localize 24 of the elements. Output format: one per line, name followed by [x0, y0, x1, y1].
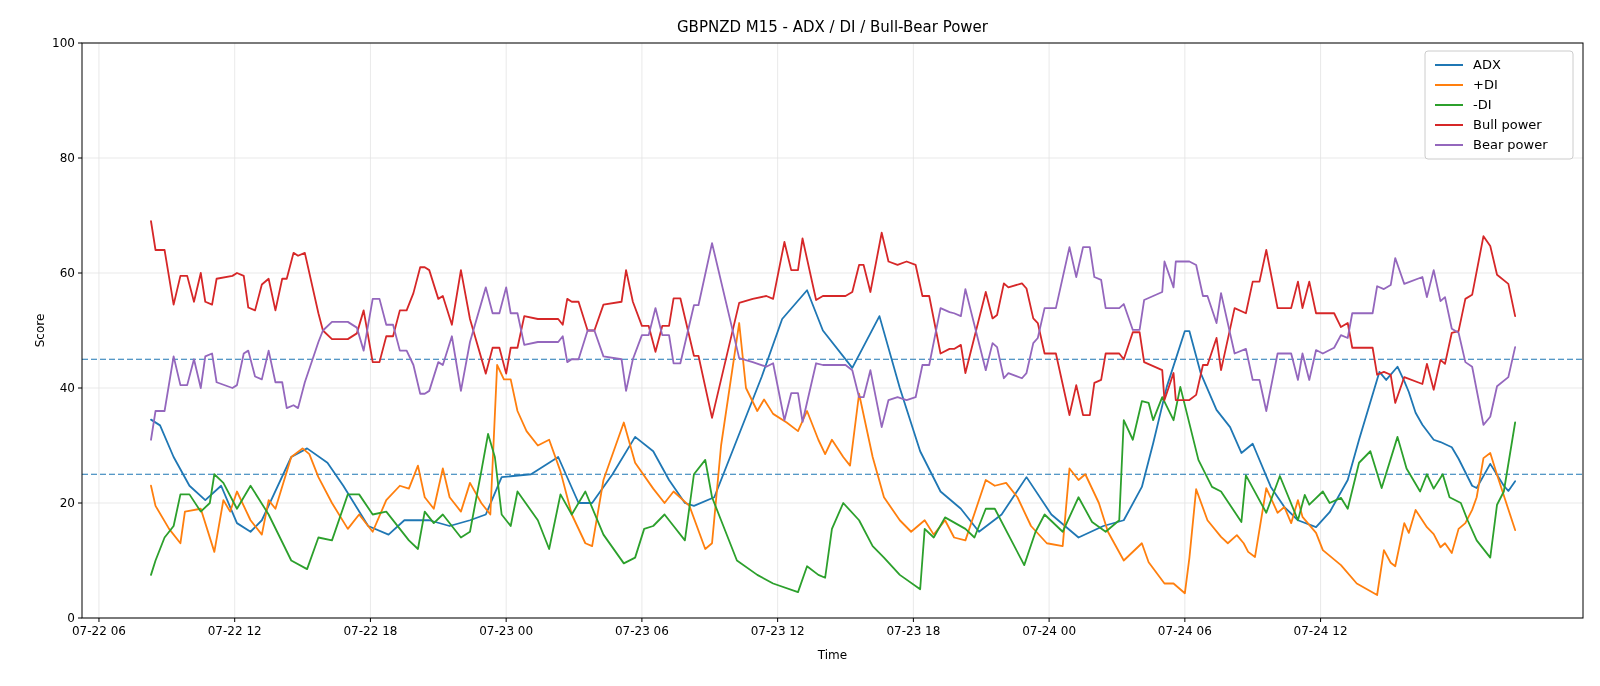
x-tick-label: 07-23 00 [479, 624, 534, 638]
x-tick-label: 07-23 18 [886, 624, 941, 638]
x-tick-label: 07-23 12 [750, 624, 805, 638]
x-tick-label: 07-24 00 [1022, 624, 1077, 638]
y-tick-label: 20 [59, 496, 75, 510]
x-tick-label: 07-24 12 [1293, 624, 1348, 638]
y-tick-label: 80 [59, 151, 75, 165]
legend-label: +DI [1473, 77, 1498, 92]
x-tick-label: 07-22 18 [343, 624, 398, 638]
x-tick-label: 07-23 06 [614, 624, 669, 638]
y-tick-label: 40 [59, 381, 75, 395]
y-tick-label: 100 [52, 36, 75, 50]
x-axis-title: Time [816, 648, 848, 662]
legend-label: Bear power [1473, 137, 1549, 152]
x-tick-label: 07-22 06 [71, 624, 126, 638]
x-tick-label: 07-22 12 [207, 624, 262, 638]
legend-label: ADX [1473, 57, 1501, 72]
y-axis-title: Score [33, 313, 47, 348]
y-tick-label: 60 [59, 266, 75, 280]
legend-label: -DI [1473, 97, 1492, 112]
chart-title: GBPNZD M15 - ADX / DI / Bull-Bear Power [676, 18, 989, 36]
x-tick-label: 07-24 06 [1157, 624, 1212, 638]
legend-label: Bull power [1473, 117, 1543, 132]
y-tick-label: 0 [67, 611, 75, 625]
